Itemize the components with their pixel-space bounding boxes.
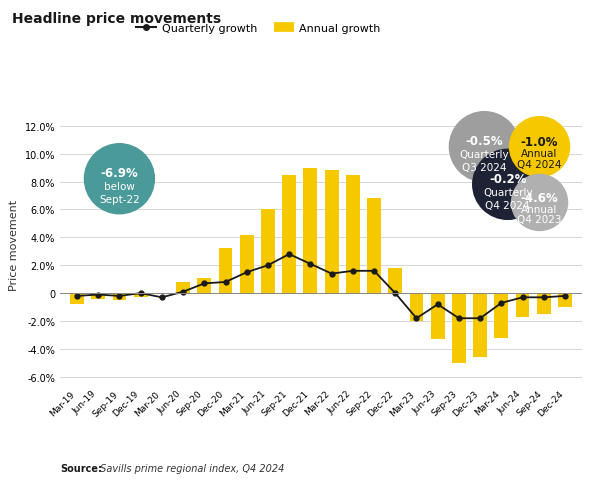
- Legend: Quarterly growth, Annual growth: Quarterly growth, Annual growth: [131, 19, 385, 38]
- Text: -6.9%: -6.9%: [101, 167, 138, 180]
- Text: -1.0%: -1.0%: [521, 135, 559, 148]
- Bar: [452, 293, 466, 363]
- Bar: [388, 268, 402, 293]
- Bar: [537, 293, 551, 314]
- Bar: [410, 293, 424, 322]
- Bar: [304, 168, 317, 293]
- Bar: [346, 175, 360, 293]
- Text: below: below: [104, 182, 135, 192]
- Text: Savills prime regional index, Q4 2024: Savills prime regional index, Q4 2024: [97, 463, 284, 473]
- Bar: [494, 293, 508, 338]
- Bar: [261, 210, 275, 293]
- Text: Q3 2024: Q3 2024: [462, 163, 506, 173]
- Bar: [515, 293, 529, 317]
- Bar: [240, 235, 254, 293]
- Text: Q4 2023: Q4 2023: [517, 214, 562, 224]
- Text: Quarterly: Quarterly: [483, 188, 533, 198]
- Bar: [197, 278, 211, 293]
- Bar: [113, 293, 127, 300]
- Bar: [325, 171, 338, 293]
- Bar: [558, 293, 572, 308]
- Bar: [473, 293, 487, 358]
- Bar: [91, 293, 105, 299]
- Text: Sept-22: Sept-22: [99, 195, 140, 204]
- Text: -0.5%: -0.5%: [466, 134, 503, 147]
- Y-axis label: Price movement: Price movement: [9, 199, 19, 290]
- Bar: [431, 293, 445, 339]
- Text: Annual: Annual: [521, 149, 558, 159]
- Text: -0.2%: -0.2%: [489, 172, 526, 185]
- Text: Q4 2024: Q4 2024: [485, 200, 530, 210]
- Text: Q4 2024: Q4 2024: [517, 160, 562, 170]
- Text: Annual: Annual: [521, 204, 558, 214]
- Text: Quarterly: Quarterly: [460, 150, 509, 160]
- Bar: [367, 199, 381, 293]
- Bar: [134, 293, 148, 298]
- Bar: [282, 175, 296, 293]
- Bar: [176, 282, 190, 293]
- Bar: [218, 249, 232, 293]
- Text: Headline price movements: Headline price movements: [12, 12, 221, 26]
- Text: -4.6%: -4.6%: [521, 192, 559, 204]
- Text: Source:: Source:: [60, 463, 102, 473]
- Bar: [70, 293, 84, 305]
